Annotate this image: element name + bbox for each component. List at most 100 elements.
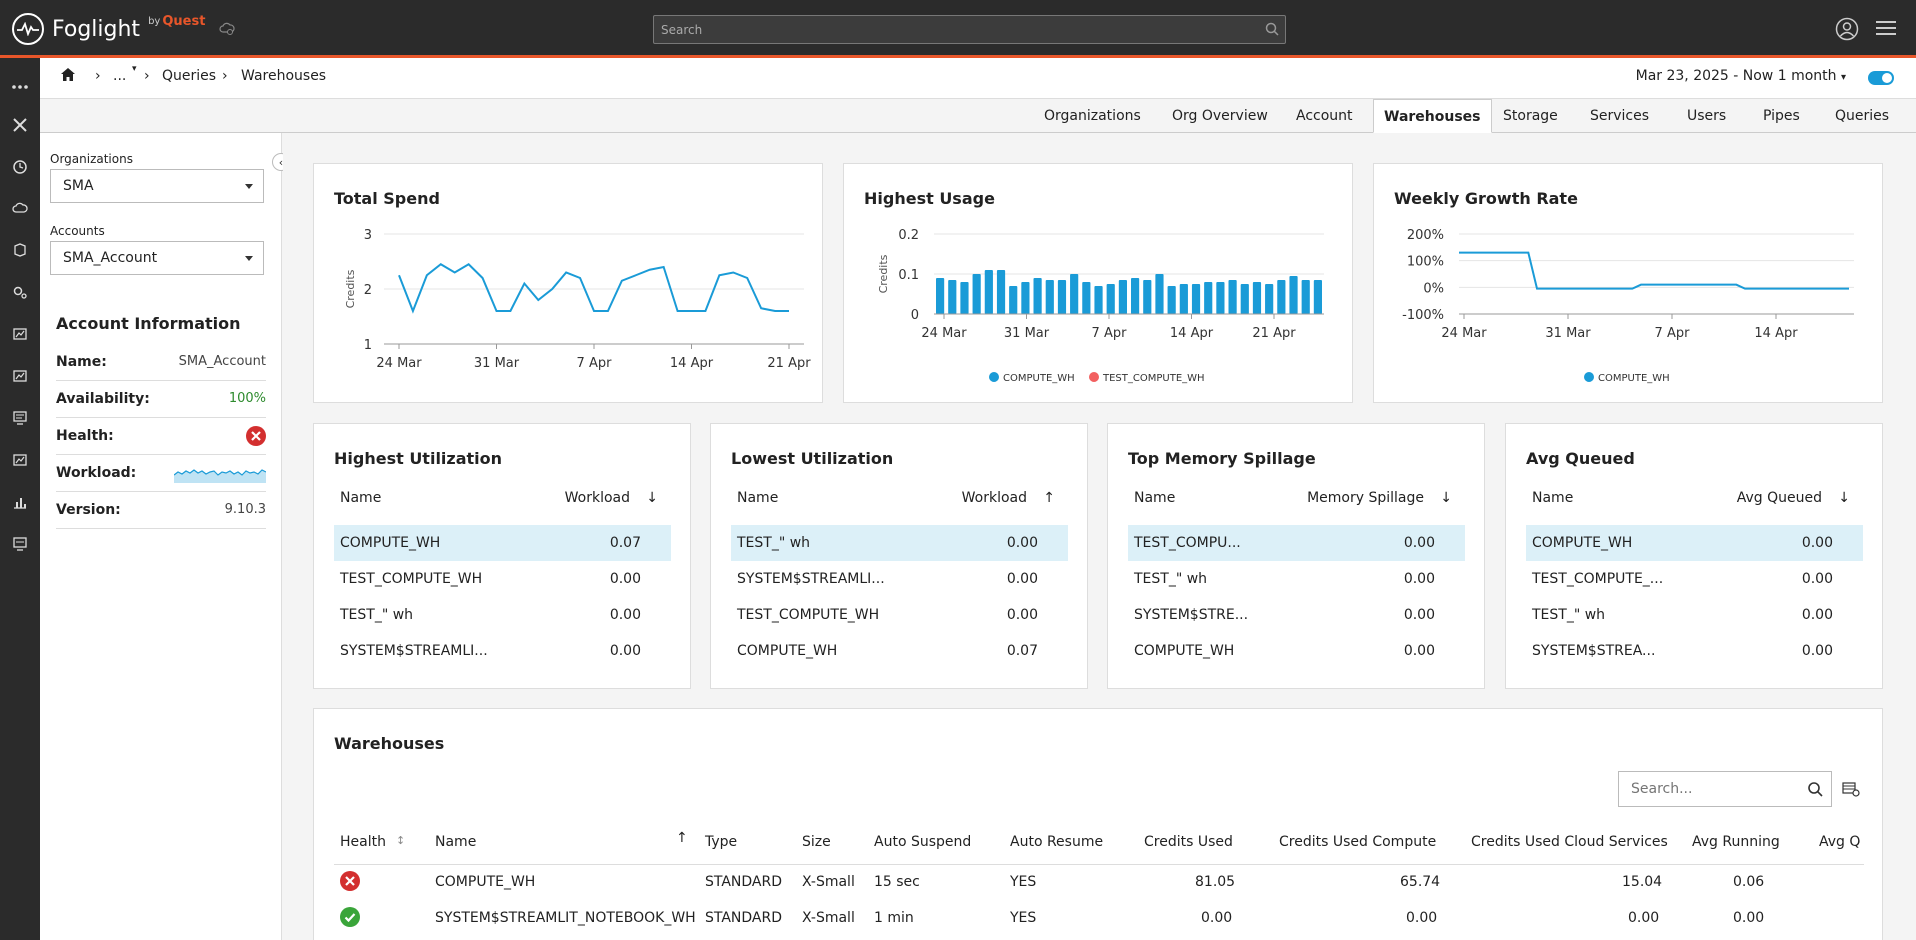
breadcrumb-ellipsis[interactable]: ... (113, 68, 127, 84)
monitor-icon[interactable] (8, 406, 32, 430)
tab-queries[interactable]: Queries (1835, 108, 1890, 124)
date-range-selector[interactable]: Mar 23, 2025 - Now 1 month ▾ (1636, 68, 1846, 84)
column-header-size[interactable]: Size (802, 834, 831, 850)
bar-chart-icon[interactable] (8, 490, 32, 514)
warehouse-search-input[interactable] (1619, 772, 1831, 806)
column-header-name[interactable]: Name (340, 490, 382, 506)
total-spend-chart[interactable]: 3 2 1 Credits 24 Mar 31 Mar 7 Apr 14 Apr 21 Apr (314, 164, 824, 404)
y-axis-label: Credits (877, 254, 890, 293)
cloud-icon[interactable] (8, 196, 32, 220)
table-row[interactable]: TEST_COMPUTE_... 0.00 (1526, 561, 1863, 597)
alarm-icon[interactable] (8, 155, 32, 179)
column-header-workload[interactable]: Workload (961, 490, 1027, 506)
row-name: COMPUTE_WH (1532, 535, 1633, 551)
live-toggle[interactable] (1868, 71, 1894, 85)
tab-organizations[interactable]: Organizations (1044, 108, 1141, 124)
sort-arrow-icon[interactable]: ↓ (1440, 490, 1452, 506)
column-header-avg-queued[interactable]: Avg Queued (1736, 490, 1822, 506)
column-settings-icon[interactable] (1842, 781, 1860, 801)
health-error-icon[interactable] (246, 426, 266, 450)
warehouse-avg-running: 0.00 (1733, 910, 1765, 926)
column-header-name[interactable]: Name (1134, 490, 1176, 506)
column-header-type[interactable]: Type (705, 834, 738, 850)
report-icon[interactable] (8, 322, 32, 346)
tab-services[interactable]: Services (1590, 108, 1650, 124)
cloud-settings-icon[interactable] (219, 22, 236, 40)
tab-storage[interactable]: Storage (1503, 108, 1558, 124)
table-row[interactable]: COMPUTE_WH 0.07 (334, 525, 671, 561)
warehouse-name[interactable]: SYSTEM$STREAMLIT_NOTEBOOK_WH (435, 910, 696, 926)
report-3-icon[interactable] (8, 448, 32, 472)
column-header-avg-queued[interactable]: Avg Q (1819, 834, 1861, 850)
table-row[interactable]: TEST_" wh 0.00 (334, 597, 671, 633)
tab-warehouses[interactable]: Warehouses (1373, 99, 1492, 133)
health-error-icon[interactable] (340, 871, 360, 895)
row-name: SYSTEM$STREAMLI... (340, 643, 488, 659)
column-header-credits-used-compute[interactable]: Credits Used Compute (1279, 834, 1437, 850)
health-ok-icon[interactable] (340, 907, 360, 931)
tab-pipes[interactable]: Pipes (1763, 108, 1800, 124)
global-search-input[interactable] (654, 16, 1285, 43)
column-header-health[interactable]: Health (340, 834, 386, 850)
tab-account[interactable]: Account (1296, 108, 1353, 124)
organizations-select[interactable]: SMA (50, 169, 264, 203)
highest-usage-chart[interactable]: 0.2 0.1 0 Credits 24 Mar 31 Mar 7 Apr 14 Apr 21 … (844, 164, 1354, 404)
sort-arrow-icon[interactable]: ↓ (1838, 490, 1850, 506)
table-row[interactable]: SYSTEM$STREA... 0.00 (1526, 633, 1863, 669)
row-value: 0.00 (1403, 643, 1435, 659)
database-icon[interactable] (8, 238, 32, 262)
row-value: 0.00 (1801, 571, 1833, 587)
home-icon[interactable] (60, 67, 76, 86)
warehouse-name[interactable]: COMPUTE_WH (435, 874, 536, 890)
column-header-name[interactable]: Name (1532, 490, 1574, 506)
table-row[interactable]: COMPUTE_WH 0.00 (1526, 525, 1863, 561)
sort-icon[interactable]: ↕ (396, 834, 406, 847)
table-header-divider (334, 864, 1864, 865)
workload-sparkline[interactable] (173, 463, 267, 487)
table-row[interactable]: COMPUTE_WH 0.07 (731, 633, 1068, 669)
column-header-memory-spillage[interactable]: Memory Spillage (1307, 490, 1424, 506)
report-2-icon[interactable] (8, 364, 32, 388)
column-header-workload[interactable]: Workload (564, 490, 630, 506)
table-row[interactable]: TEST_COMPUTE_WH 0.00 (731, 597, 1068, 633)
table-row[interactable]: COMPUTE_WH 0.00 (1128, 633, 1465, 669)
table-row[interactable]: TEST_COMPUTE_WH 0.00 (334, 561, 671, 597)
global-search[interactable] (653, 15, 1286, 44)
table-row[interactable]: TEST_" wh 0.00 (1526, 597, 1863, 633)
column-header-credits-used-cloud[interactable]: Credits Used Cloud Services (1471, 834, 1668, 850)
weekly-growth-chart[interactable]: 200% 100% 0% -100% 24 Mar 31 Mar 7 Apr 14 Apr CO… (1374, 164, 1884, 404)
more-icon[interactable] (8, 75, 32, 99)
breadcrumb-queries[interactable]: Queries (162, 68, 217, 84)
tab-org-overview[interactable]: Org Overview (1172, 108, 1268, 124)
table-row[interactable]: SYSTEM$STREAMLI... 0.00 (334, 633, 671, 669)
foglight-logo[interactable]: Foglight by Quest (12, 13, 236, 45)
search-icon[interactable] (1807, 781, 1823, 801)
column-header-auto-suspend[interactable]: Auto Suspend (874, 834, 972, 850)
column-header-avg-running[interactable]: Avg Running (1692, 834, 1780, 850)
table-row[interactable]: SYSTEM$STRE... 0.00 (1128, 597, 1465, 633)
x-tick-label: 7 Apr (1655, 326, 1691, 341)
sort-arrow-icon[interactable]: ↑ (1043, 490, 1055, 506)
organizations-label: Organizations (50, 152, 133, 166)
hamburger-menu-icon[interactable] (1876, 19, 1896, 41)
dashboard-icon[interactable] (8, 532, 32, 556)
accounts-select[interactable]: SMA_Account (50, 241, 264, 275)
table-row[interactable]: SYSTEM$STREAMLI... 0.00 (731, 561, 1068, 597)
column-header-auto-resume[interactable]: Auto Resume (1010, 834, 1104, 850)
sort-arrow-icon[interactable]: ↓ (646, 490, 658, 506)
table-row[interactable]: TEST_" wh 0.00 (731, 525, 1068, 561)
search-icon[interactable] (1265, 22, 1279, 40)
x-tick-label: 14 Apr (670, 356, 714, 371)
user-profile-icon[interactable] (1835, 17, 1859, 45)
settings-gears-icon[interactable] (8, 280, 32, 304)
column-header-credits-used[interactable]: Credits Used (1144, 834, 1233, 850)
column-header-name[interactable]: Name (435, 834, 477, 850)
caret-down-icon[interactable]: ▾ (132, 64, 137, 74)
column-header-name[interactable]: Name (737, 490, 779, 506)
tools-icon[interactable] (8, 113, 32, 137)
sort-arrow-icon[interactable]: ↑ (676, 830, 688, 846)
table-row[interactable]: TEST_" wh 0.00 (1128, 561, 1465, 597)
warehouse-search[interactable] (1618, 771, 1832, 807)
tab-users[interactable]: Users (1687, 108, 1727, 124)
table-row[interactable]: TEST_COMPU... 0.00 (1128, 525, 1465, 561)
